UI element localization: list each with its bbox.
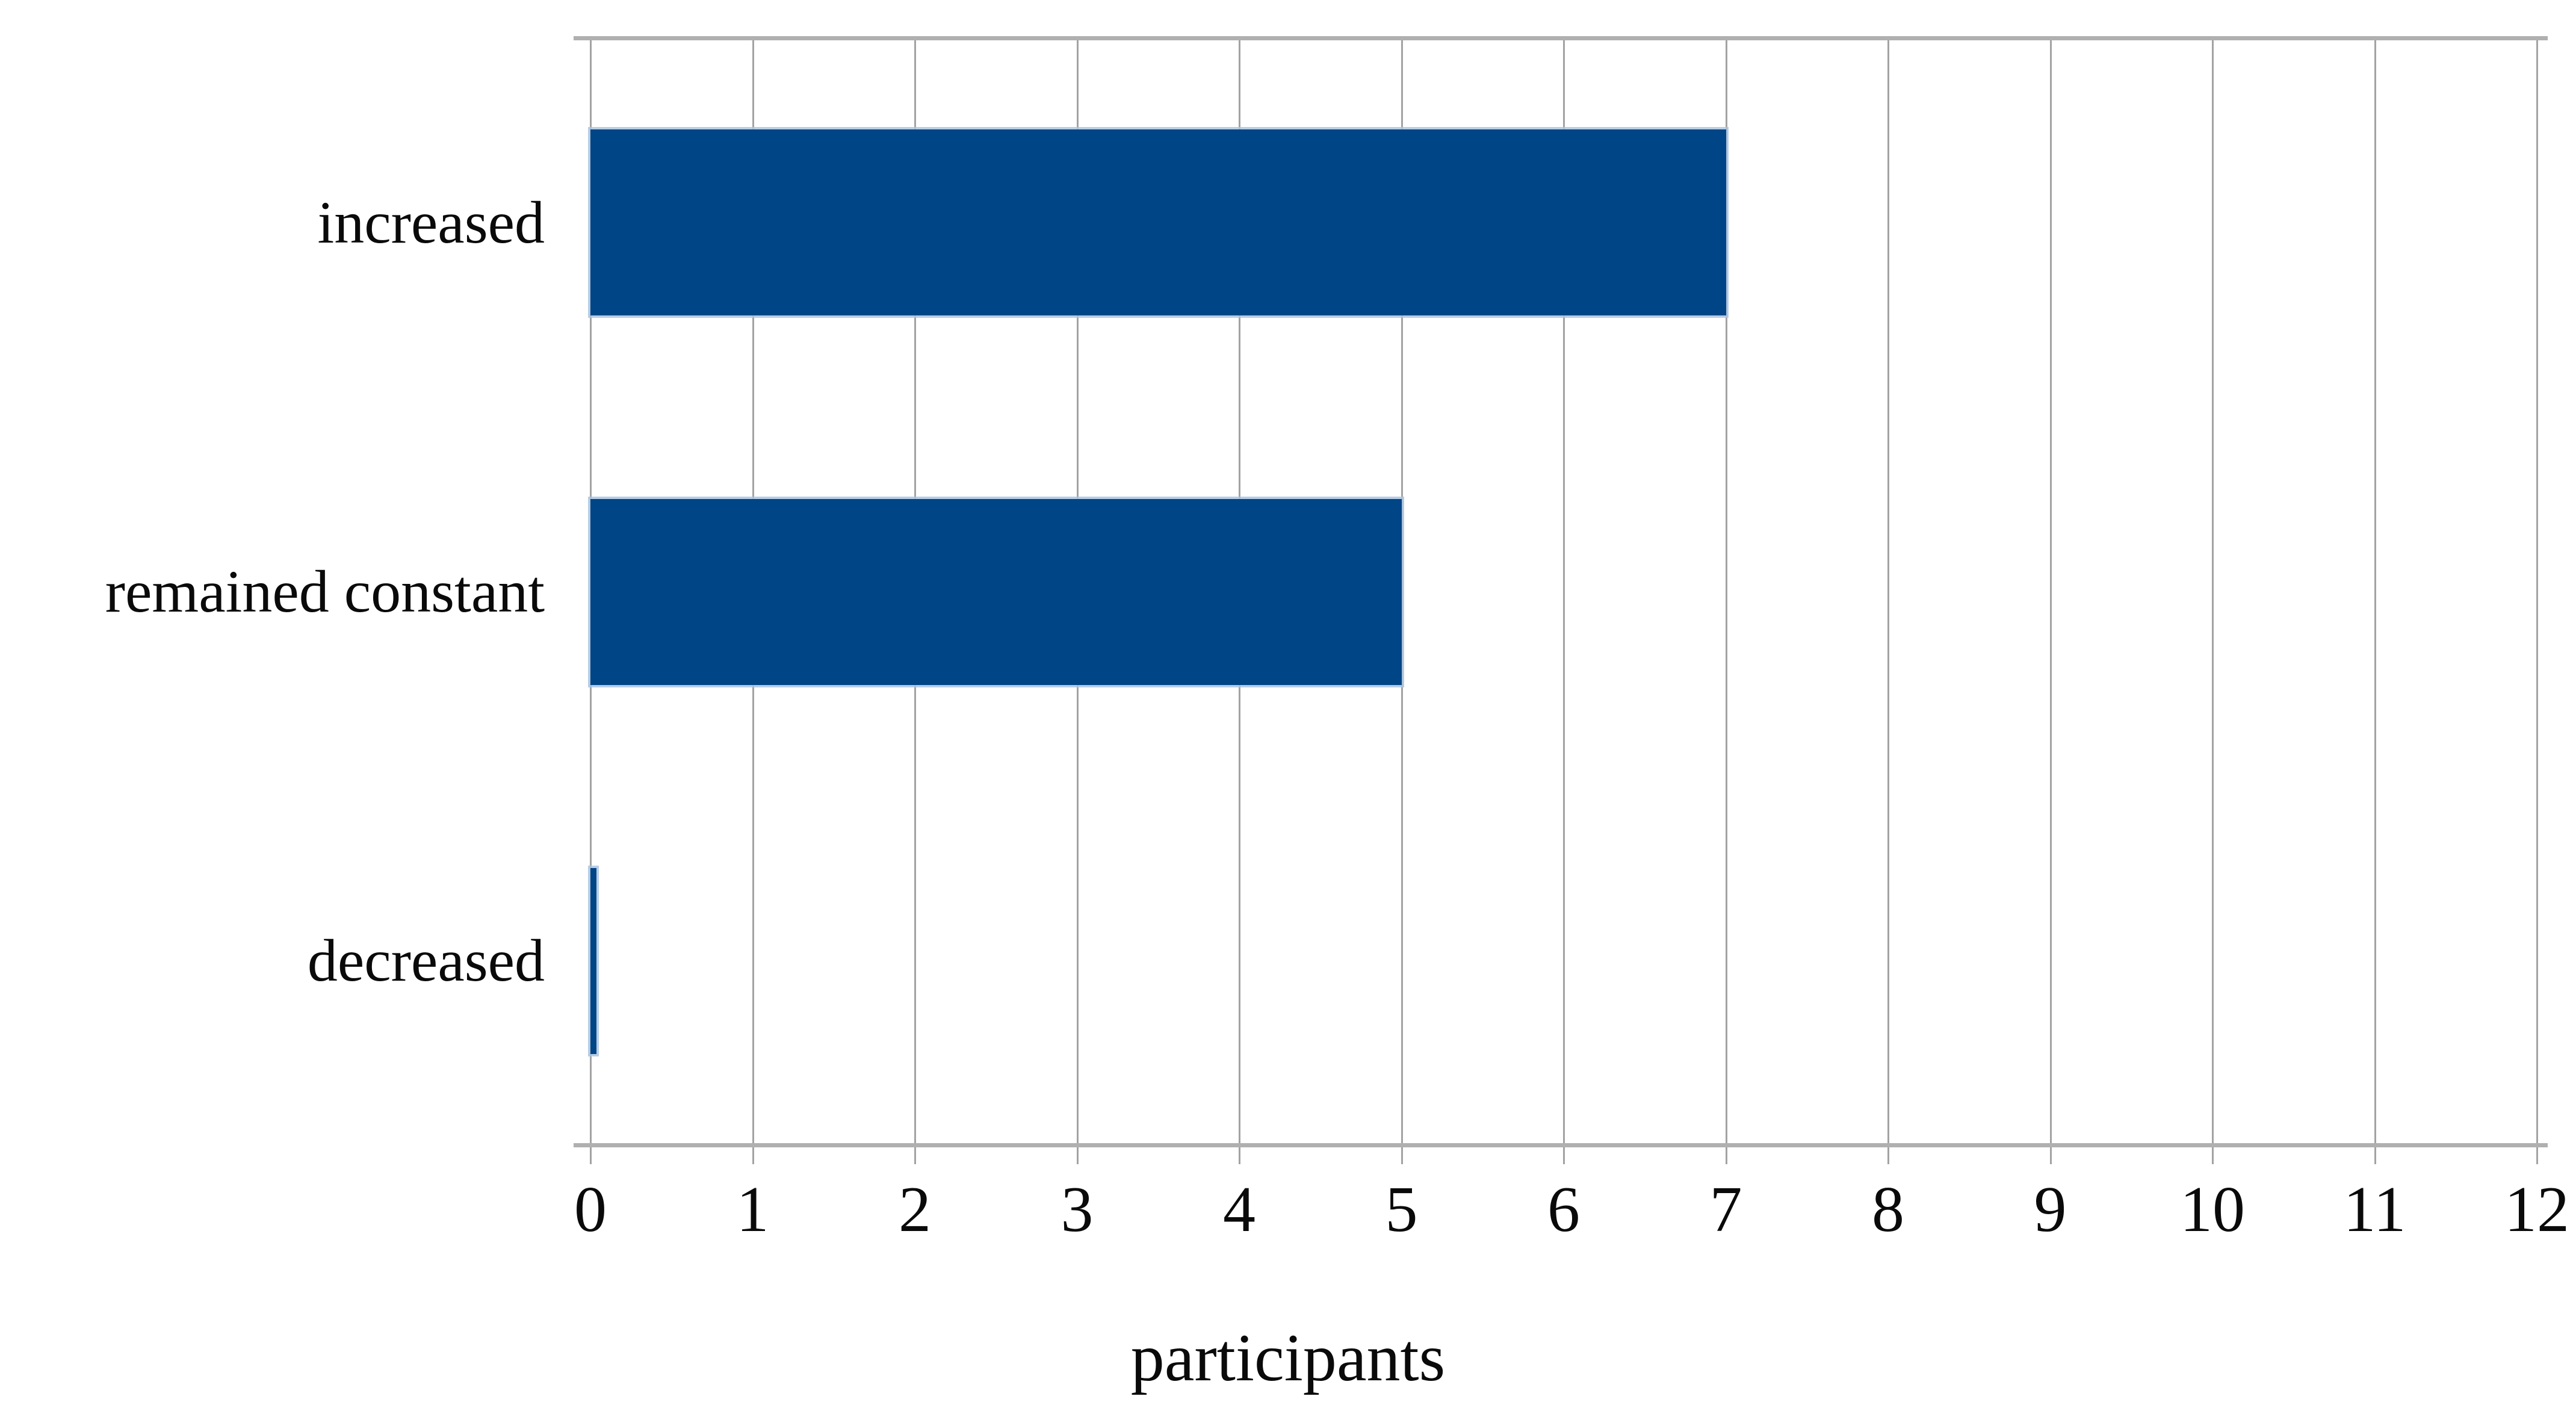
- x-tick-label-7: 7: [1709, 1174, 1742, 1245]
- x-tick-label-4: 4: [1223, 1174, 1255, 1245]
- category-label-remained-constant: remained constant: [105, 558, 545, 625]
- gridline-x-8: [1887, 38, 1889, 1146]
- x-axis-line: [574, 1143, 2548, 1147]
- x-tick-mark-4: [1239, 1146, 1240, 1164]
- x-tick-mark-5: [1401, 1146, 1403, 1164]
- x-tick-label-1: 1: [736, 1174, 769, 1245]
- x-tick-mark-6: [1563, 1146, 1565, 1164]
- x-tick-mark-3: [1076, 1146, 1079, 1164]
- bar-increased: [590, 129, 1726, 315]
- bar-decreased: [590, 868, 596, 1054]
- bar-remained-constant: [590, 499, 1402, 685]
- x-axis-title: participants: [1130, 1321, 1446, 1395]
- x-tick-label-12: 12: [2504, 1174, 2569, 1245]
- x-tick-mark-0: [590, 1146, 592, 1164]
- gridline-x-7: [1725, 38, 1727, 1146]
- gridline-x-12: [2536, 38, 2538, 1146]
- x-tick-label-6: 6: [1547, 1174, 1580, 1245]
- x-tick-label-5: 5: [1385, 1174, 1418, 1245]
- x-tick-label-3: 3: [1060, 1174, 1094, 1245]
- category-label-decreased: decreased: [307, 927, 545, 994]
- x-tick-label-11: 11: [2343, 1174, 2406, 1245]
- category-label-increased: increased: [317, 189, 545, 256]
- gridline-x-5: [1401, 38, 1403, 1146]
- gridline-x-10: [2212, 38, 2214, 1146]
- gridline-x-11: [2374, 38, 2376, 1146]
- gridline-x-6: [1563, 38, 1565, 1146]
- x-tick-mark-11: [2374, 1146, 2376, 1164]
- x-tick-mark-8: [1887, 1146, 1889, 1164]
- x-tick-label-8: 8: [1872, 1174, 1904, 1245]
- x-tick-label-2: 2: [899, 1174, 931, 1245]
- x-tick-mark-7: [1725, 1146, 1727, 1164]
- gridline-x-9: [2049, 38, 2052, 1146]
- x-tick-label-9: 9: [2034, 1174, 2067, 1245]
- x-tick-label-10: 10: [2180, 1174, 2245, 1245]
- x-tick-mark-10: [2212, 1146, 2214, 1164]
- x-tick-mark-2: [914, 1146, 916, 1164]
- x-tick-mark-12: [2536, 1146, 2538, 1164]
- x-tick-mark-1: [752, 1146, 754, 1164]
- x-tick-mark-9: [2049, 1146, 2052, 1164]
- plot-top-border: [574, 36, 2548, 40]
- x-tick-label-0: 0: [574, 1174, 607, 1245]
